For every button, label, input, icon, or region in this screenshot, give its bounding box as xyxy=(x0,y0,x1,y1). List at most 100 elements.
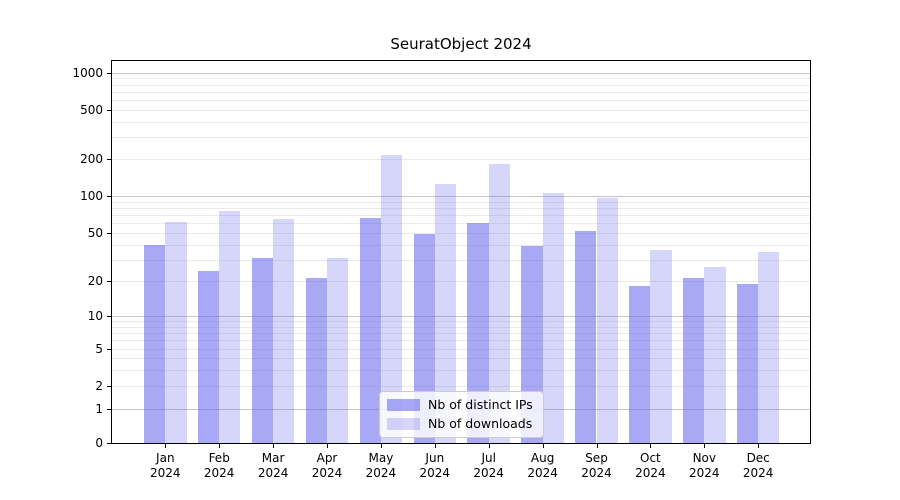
gridline-minor xyxy=(112,369,810,371)
y-tick-label: 5 xyxy=(95,342,103,356)
legend-label-downloads: Nb of downloads xyxy=(428,416,533,431)
gridline-minor xyxy=(112,223,810,225)
bar-distinct-ips-feb xyxy=(197,271,220,443)
y-tick-mark xyxy=(107,159,111,160)
gridline-minor xyxy=(112,321,810,323)
x-tick-mark xyxy=(488,444,490,448)
bar-distinct-ips-nov xyxy=(683,278,705,443)
x-tick-mark xyxy=(273,444,275,448)
bar-downloads-jun xyxy=(434,184,457,443)
gridline-minor xyxy=(112,386,810,387)
x-tick-label: Jun 2024 xyxy=(419,451,451,480)
gridline-minor xyxy=(112,259,810,261)
bar-downloads-feb xyxy=(219,210,241,443)
x-tick-label: Oct 2024 xyxy=(635,451,666,480)
gridline-minor xyxy=(112,281,810,282)
y-tick-mark xyxy=(107,349,111,350)
bar-downloads-dec xyxy=(758,251,780,443)
x-tick-mark xyxy=(758,444,760,448)
x-tick-label: Dec 2024 xyxy=(742,451,774,480)
bar-downloads-sep xyxy=(596,198,618,443)
x-tick-label: Sep 2024 xyxy=(581,451,612,480)
x-tick-mark xyxy=(380,444,382,448)
gridline-minor xyxy=(112,233,810,234)
bar-distinct-ips-apr xyxy=(305,278,327,443)
y-tick-mark xyxy=(107,316,111,317)
y-tick-mark xyxy=(107,386,111,387)
gridline-minor xyxy=(112,244,810,246)
y-tick-label: 1000 xyxy=(72,65,103,80)
plot-area xyxy=(111,60,811,444)
y-tick-label: 200 xyxy=(80,152,103,166)
bar-distinct-ips-oct xyxy=(629,286,651,443)
bar-distinct-ips-jan xyxy=(144,244,166,443)
bar-distinct-ips-mar xyxy=(251,258,274,443)
gridline-minor xyxy=(112,332,810,334)
gridline-minor xyxy=(112,84,810,86)
y-tick-label: 0 xyxy=(95,436,103,450)
gridline-minor xyxy=(112,137,810,139)
x-tick-label: Jul 2024 xyxy=(473,451,504,480)
x-tick-label: Apr 2024 xyxy=(311,451,343,480)
x-tick-label: Mar 2024 xyxy=(257,451,289,480)
x-tick-label: Jan 2024 xyxy=(150,451,181,480)
bar-downloads-oct xyxy=(650,250,672,443)
legend-item-ips: Nb of distinct IPs xyxy=(387,397,533,412)
gridline-minor xyxy=(112,358,810,359)
bar-distinct-ips-may xyxy=(359,218,381,443)
legend-swatch-downloads xyxy=(387,417,420,430)
legend-swatch-distinct-ips xyxy=(387,398,420,411)
gridline-minor xyxy=(112,326,810,328)
y-tick-mark xyxy=(107,196,111,197)
y-tick-mark xyxy=(107,443,111,444)
y-tick-label: 10 xyxy=(87,309,103,323)
x-tick-mark xyxy=(434,444,436,448)
x-tick-label: May 2024 xyxy=(365,451,397,480)
y-tick-mark xyxy=(107,409,111,410)
chart-title: SeuratObject 2024 xyxy=(390,35,532,53)
bar-distinct-ips-dec xyxy=(736,283,759,443)
x-tick-label: Nov 2024 xyxy=(689,451,720,480)
gridline-minor xyxy=(112,110,810,111)
gridline-minor xyxy=(112,121,810,123)
legend-label-distinct-ips: Nb of distinct IPs xyxy=(428,397,533,412)
bar-downloads-mar xyxy=(273,218,295,443)
legend-item-downloads: Nb of downloads xyxy=(387,416,533,431)
x-tick-mark xyxy=(704,444,706,448)
bar-downloads-may xyxy=(380,155,403,443)
gridline-minor xyxy=(112,78,810,80)
bar-downloads-aug xyxy=(542,193,564,443)
y-tick-label: 20 xyxy=(87,274,103,288)
x-tick-label: Feb 2024 xyxy=(203,451,235,480)
bar-downloads-jul xyxy=(488,164,510,443)
gridline-minor xyxy=(112,340,810,342)
y-tick-label: 100 xyxy=(80,189,103,203)
y-tick-label: 1 xyxy=(95,402,103,416)
gridline-major xyxy=(112,196,810,197)
gridline-major xyxy=(112,72,810,74)
gridline-minor xyxy=(112,100,810,102)
gridline-minor xyxy=(112,215,810,217)
x-tick-mark xyxy=(219,444,221,448)
x-tick-mark xyxy=(165,444,167,448)
gridline-major xyxy=(112,316,810,317)
gridline-minor xyxy=(112,207,810,209)
x-tick-mark xyxy=(327,444,328,448)
x-tick-mark xyxy=(542,444,544,448)
bar-downloads-apr xyxy=(327,258,349,443)
x-tick-mark xyxy=(650,444,652,448)
gridline-minor xyxy=(112,349,810,350)
y-tick-label: 500 xyxy=(80,103,103,117)
bar-downloads-nov xyxy=(704,267,726,443)
bar-distinct-ips-sep xyxy=(575,230,597,443)
legend: Nb of distinct IPs Nb of downloads xyxy=(379,391,544,438)
y-tick-label: 50 xyxy=(87,226,103,240)
gridline-minor xyxy=(112,159,810,160)
x-tick-label: Aug 2024 xyxy=(527,451,558,480)
bar-distinct-ips-jun xyxy=(413,234,435,443)
bar-distinct-ips-jul xyxy=(467,223,489,443)
bar-downloads-jan xyxy=(165,222,187,443)
gridline-minor xyxy=(112,201,810,203)
y-tick-mark xyxy=(107,281,111,282)
